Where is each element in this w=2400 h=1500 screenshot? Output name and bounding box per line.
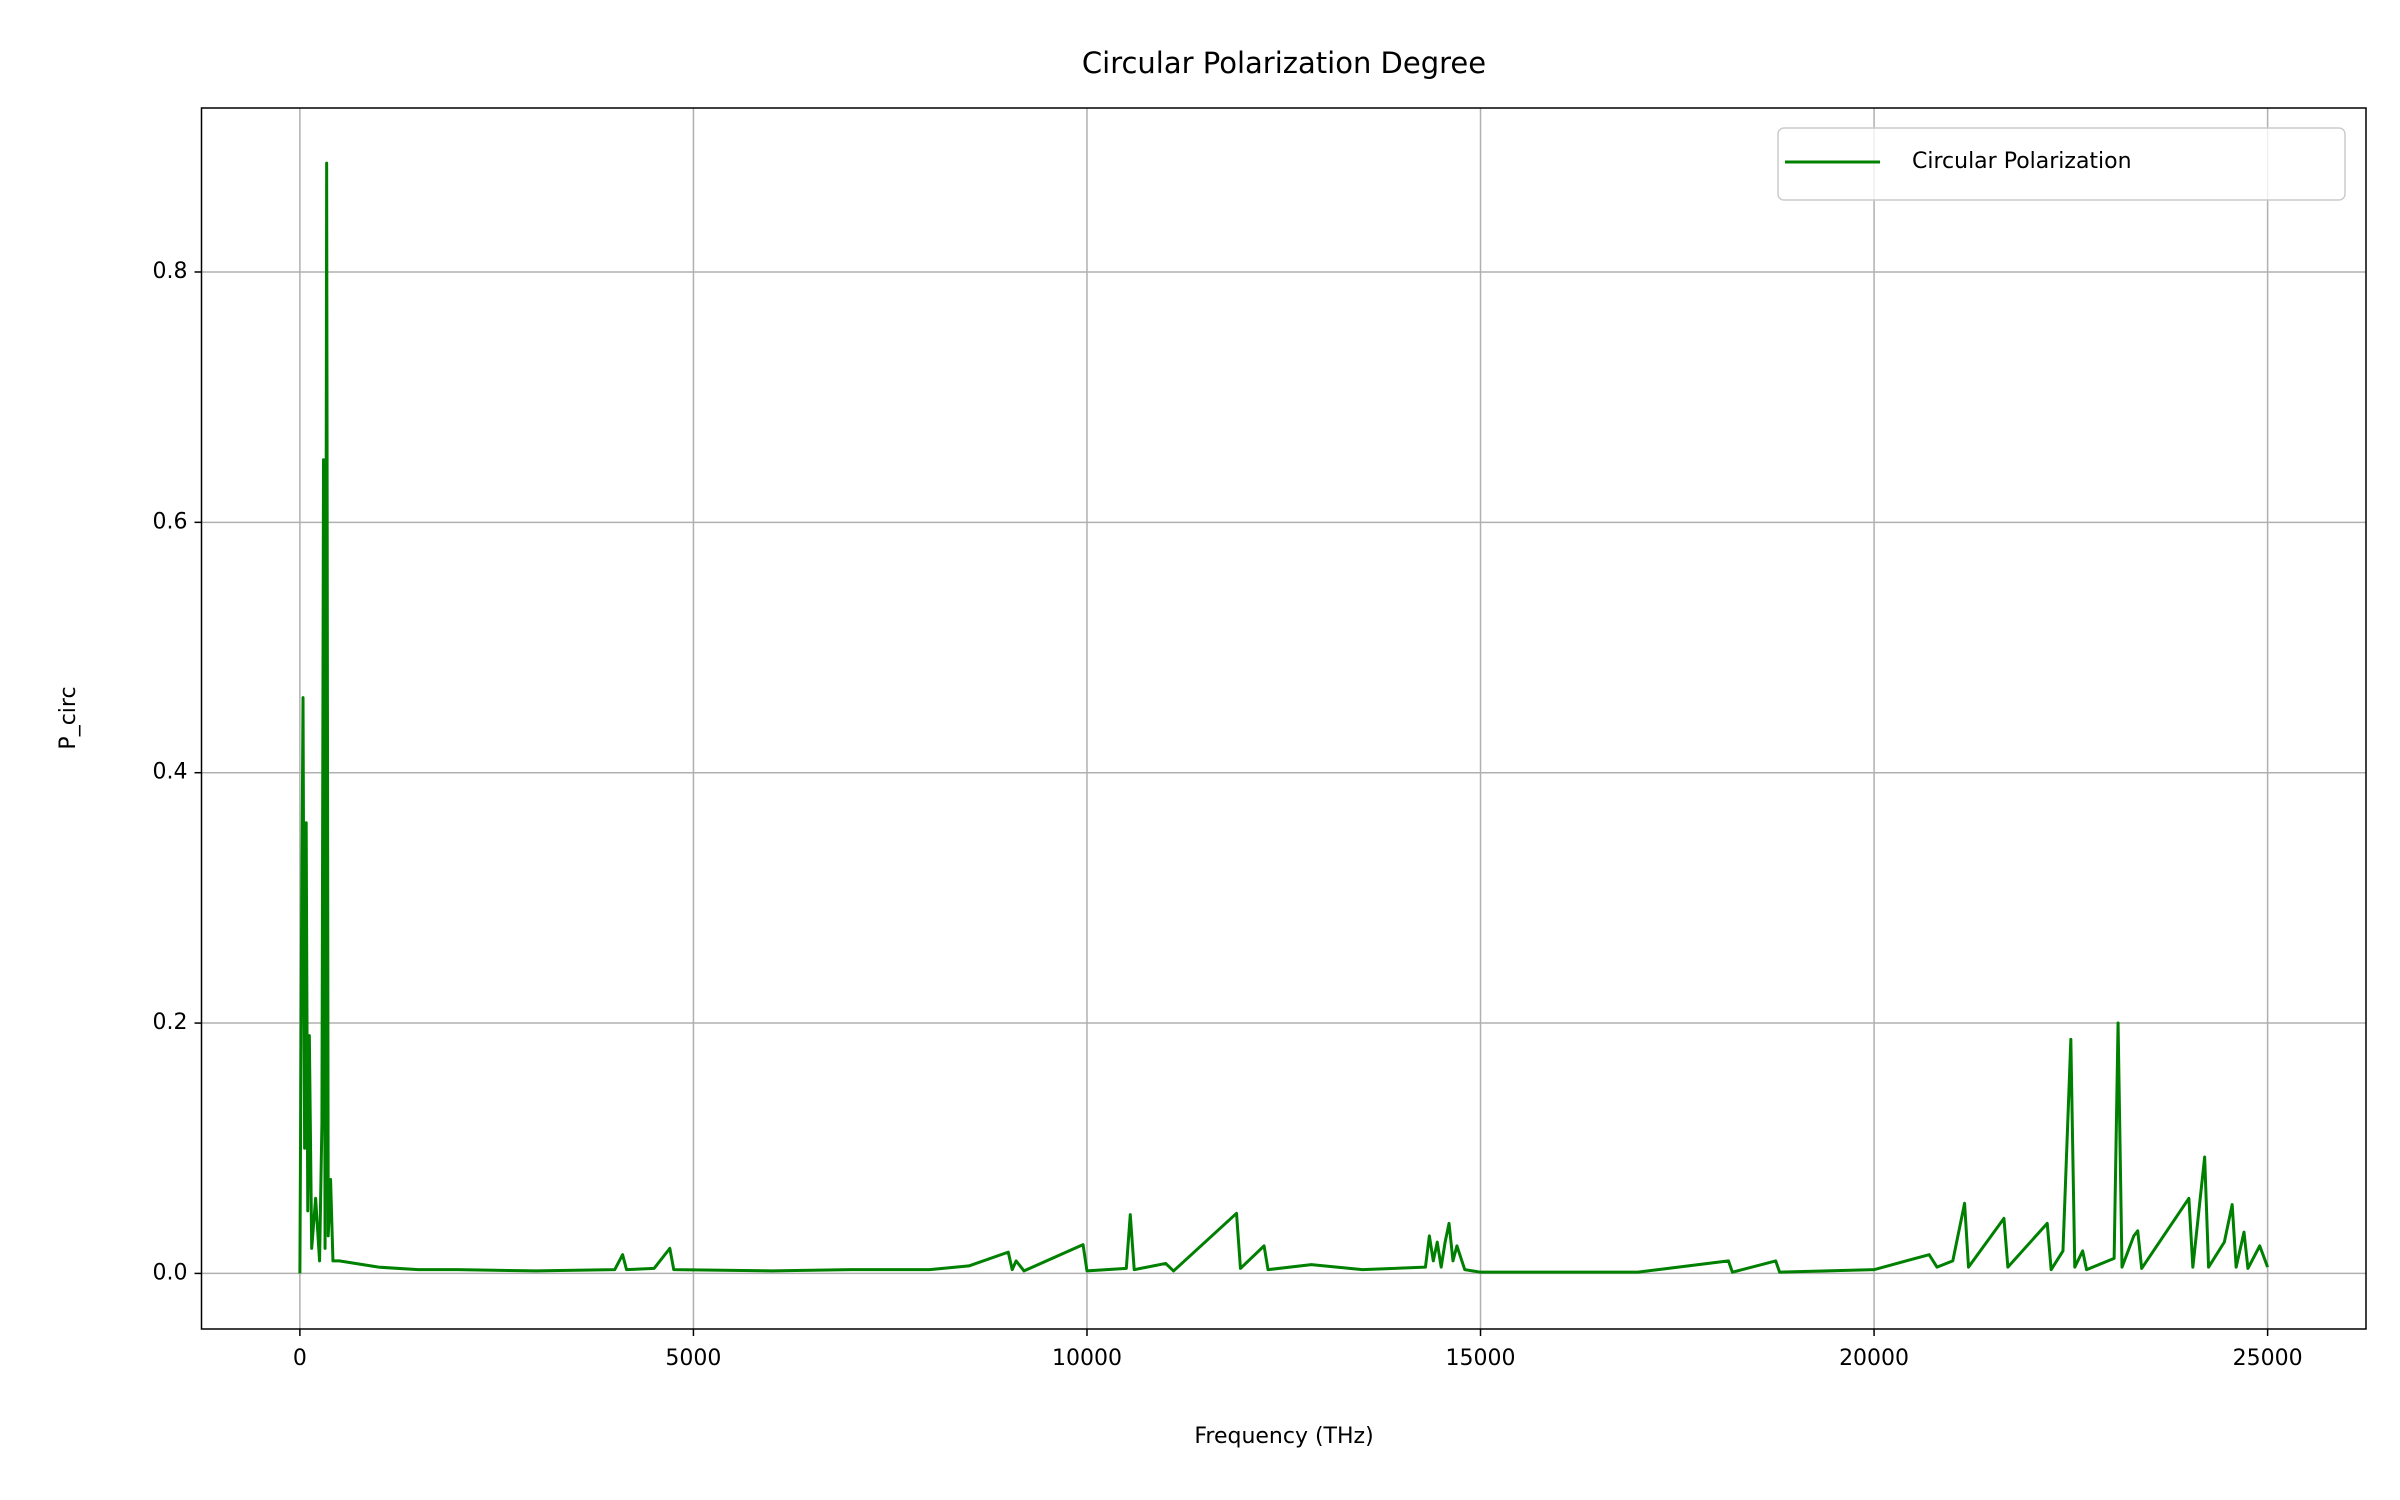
y-tick-label: 0.6 — [153, 509, 188, 534]
x-tick-label: 5000 — [665, 1346, 721, 1371]
y-tick-label: 0.8 — [153, 259, 188, 284]
x-tick-label: 10000 — [1052, 1346, 1122, 1371]
legend-box — [1777, 127, 2346, 201]
x-tick-label: 20000 — [1839, 1346, 1909, 1371]
x-tick-label: 0 — [293, 1346, 307, 1371]
data-line — [298, 161, 2270, 1274]
chart-title: Circular Polarization Degree — [1082, 46, 1486, 80]
y-tick-label: 0.2 — [153, 1010, 188, 1035]
y-axis-label: P_circ — [56, 686, 81, 749]
x-axis-label: Frequency (THz) — [1194, 1424, 1373, 1449]
plot-frame — [200, 107, 2367, 1330]
y-tick-label: 0.0 — [153, 1260, 188, 1285]
x-tick-label: 15000 — [1446, 1346, 1516, 1371]
y-tick-label: 0.4 — [153, 760, 188, 785]
legend-label: Circular Polarization — [1912, 149, 2132, 174]
x-tick-label: 25000 — [2233, 1346, 2303, 1371]
